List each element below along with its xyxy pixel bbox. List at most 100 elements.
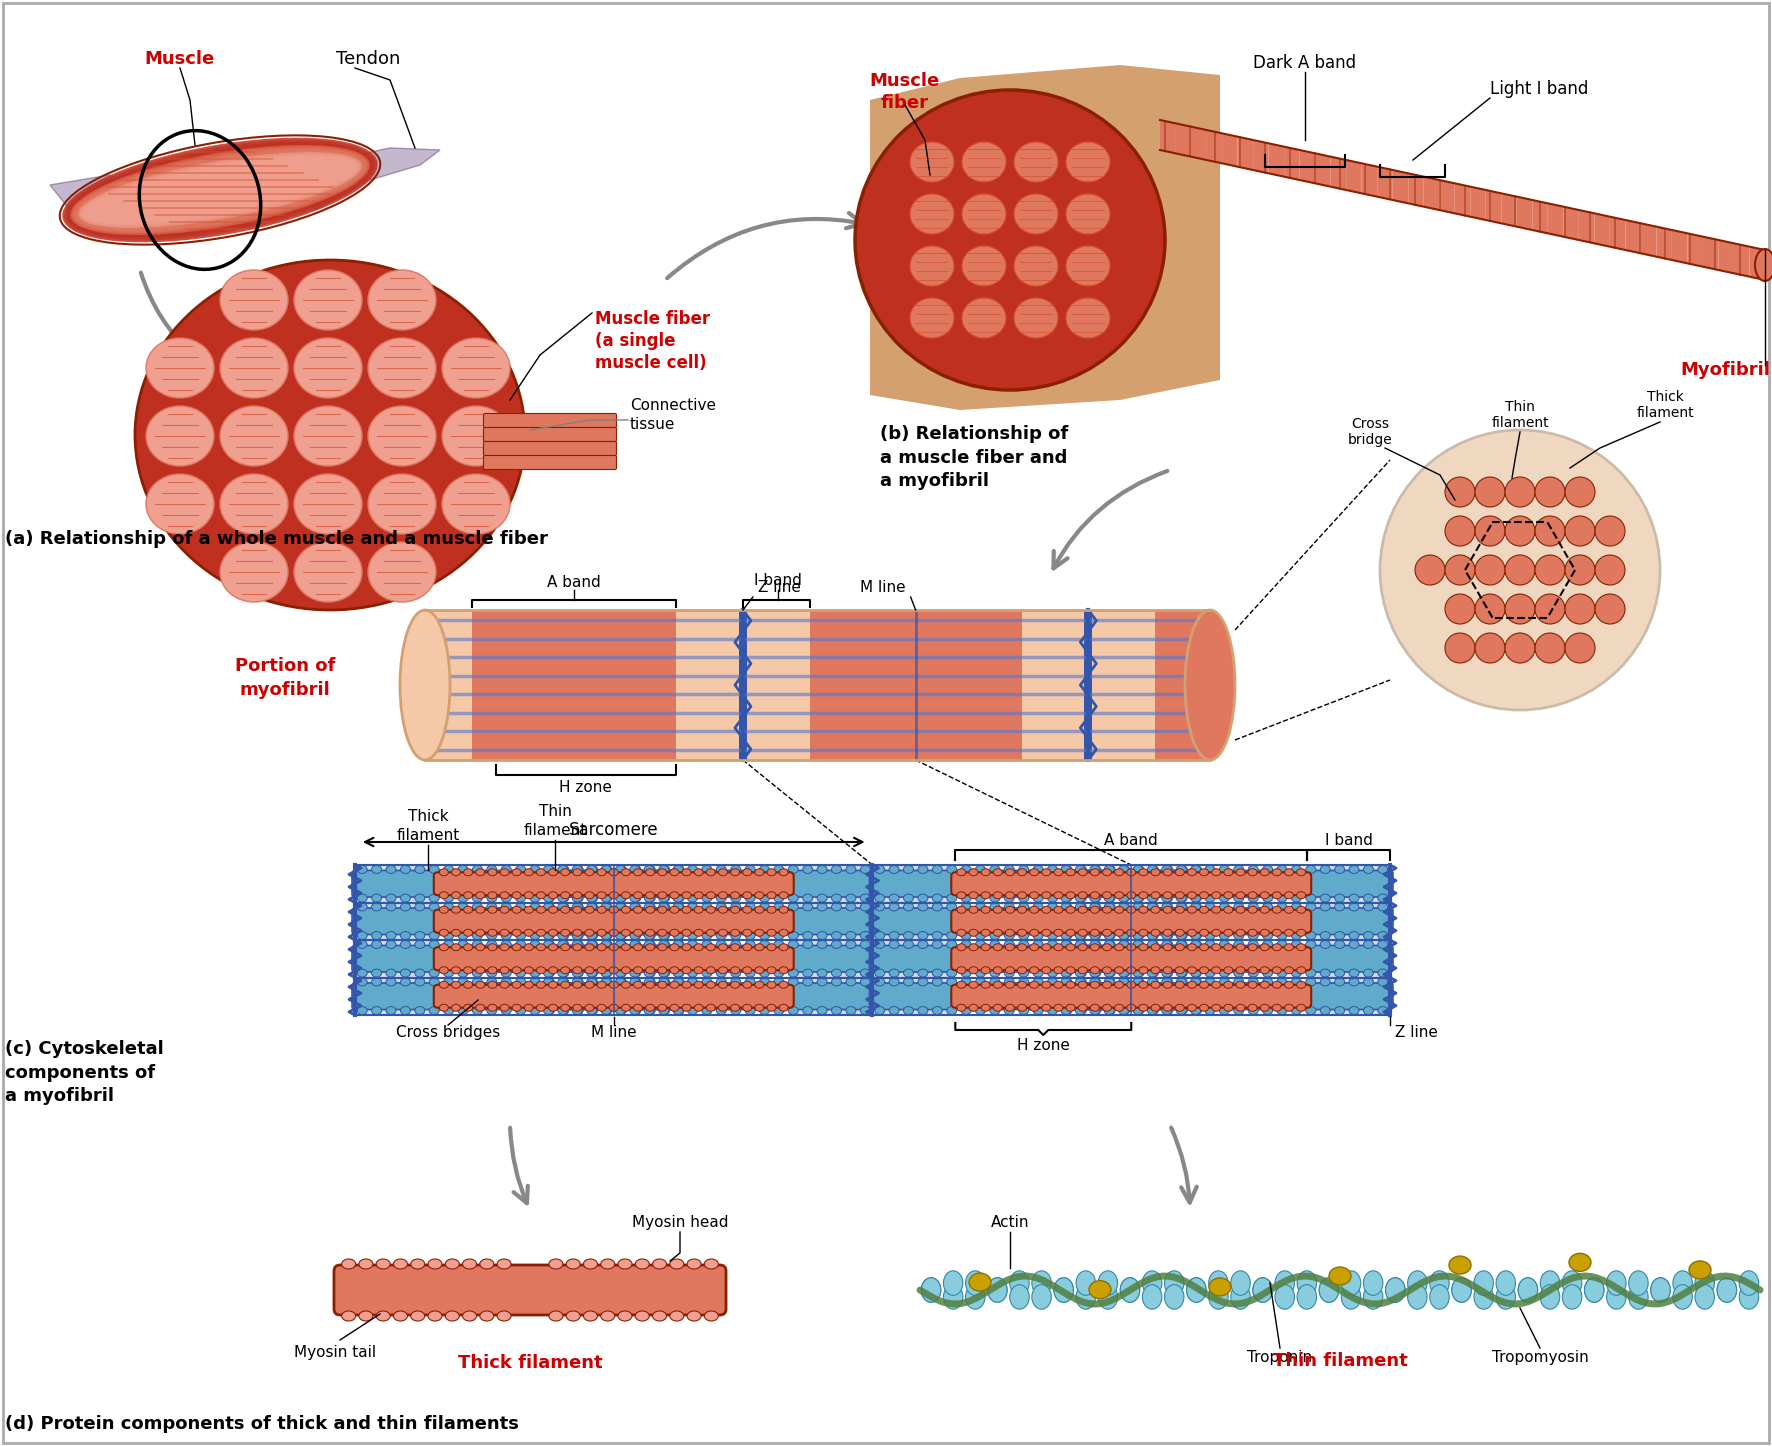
Ellipse shape (429, 931, 439, 940)
Ellipse shape (1177, 866, 1185, 873)
Ellipse shape (516, 931, 526, 940)
Ellipse shape (1334, 940, 1345, 949)
Ellipse shape (859, 894, 870, 902)
Ellipse shape (1005, 940, 1014, 949)
Ellipse shape (512, 869, 521, 876)
Ellipse shape (645, 982, 654, 988)
Ellipse shape (487, 866, 496, 873)
Ellipse shape (1132, 977, 1143, 986)
Ellipse shape (464, 930, 473, 936)
Ellipse shape (1247, 930, 1256, 936)
Ellipse shape (1054, 892, 1063, 899)
Ellipse shape (1540, 1271, 1559, 1296)
Ellipse shape (622, 1005, 631, 1011)
Ellipse shape (1247, 977, 1258, 986)
Ellipse shape (1005, 869, 1014, 876)
Ellipse shape (1076, 1284, 1095, 1309)
Ellipse shape (1363, 1006, 1373, 1015)
Ellipse shape (588, 902, 597, 911)
Ellipse shape (1292, 902, 1301, 911)
Ellipse shape (730, 930, 739, 936)
Ellipse shape (1076, 894, 1086, 902)
Ellipse shape (602, 902, 611, 911)
Ellipse shape (636, 1312, 649, 1322)
Ellipse shape (817, 940, 828, 949)
Ellipse shape (372, 931, 381, 940)
Ellipse shape (634, 1005, 643, 1011)
Ellipse shape (645, 866, 656, 873)
Ellipse shape (1247, 907, 1256, 914)
Ellipse shape (415, 902, 425, 911)
Ellipse shape (1019, 931, 1030, 940)
Ellipse shape (1118, 969, 1129, 977)
Ellipse shape (859, 902, 870, 911)
Ellipse shape (400, 940, 411, 949)
Ellipse shape (597, 1005, 606, 1011)
Ellipse shape (1033, 931, 1044, 940)
Ellipse shape (1148, 902, 1159, 911)
Ellipse shape (670, 892, 679, 899)
Ellipse shape (544, 977, 553, 986)
Ellipse shape (1320, 931, 1331, 940)
Ellipse shape (682, 930, 691, 936)
Ellipse shape (1696, 1271, 1715, 1296)
Ellipse shape (544, 866, 555, 873)
Ellipse shape (558, 931, 567, 940)
Ellipse shape (670, 1005, 679, 1011)
Ellipse shape (1272, 967, 1281, 973)
Ellipse shape (1120, 969, 1129, 977)
Ellipse shape (1278, 894, 1286, 902)
Ellipse shape (1118, 977, 1129, 986)
Ellipse shape (742, 892, 751, 899)
Ellipse shape (760, 866, 769, 873)
Ellipse shape (1504, 555, 1535, 586)
Ellipse shape (875, 866, 884, 873)
Ellipse shape (1019, 902, 1030, 911)
FancyBboxPatch shape (870, 870, 1207, 897)
Ellipse shape (760, 894, 769, 902)
Ellipse shape (859, 940, 870, 949)
Ellipse shape (473, 866, 482, 873)
Ellipse shape (1033, 969, 1044, 977)
Ellipse shape (817, 902, 828, 911)
Ellipse shape (716, 1006, 727, 1015)
Ellipse shape (358, 894, 367, 902)
Ellipse shape (473, 977, 482, 986)
Ellipse shape (755, 892, 764, 899)
Ellipse shape (443, 977, 454, 986)
Ellipse shape (789, 866, 799, 873)
Ellipse shape (587, 940, 597, 949)
Ellipse shape (982, 869, 991, 876)
Ellipse shape (537, 869, 546, 876)
Ellipse shape (1162, 902, 1171, 911)
Text: Thin
filament: Thin filament (523, 804, 587, 839)
Ellipse shape (744, 977, 755, 986)
Ellipse shape (617, 969, 626, 977)
Ellipse shape (774, 902, 783, 911)
Ellipse shape (441, 338, 510, 398)
Polygon shape (1393, 171, 1409, 204)
Ellipse shape (1177, 931, 1185, 940)
Ellipse shape (1120, 977, 1129, 986)
Ellipse shape (730, 967, 739, 973)
Ellipse shape (657, 869, 666, 876)
Ellipse shape (1235, 967, 1246, 973)
Ellipse shape (585, 892, 594, 899)
Ellipse shape (1148, 902, 1157, 911)
Ellipse shape (500, 930, 509, 936)
Ellipse shape (429, 902, 439, 911)
Ellipse shape (657, 1005, 666, 1011)
Ellipse shape (659, 866, 668, 873)
Ellipse shape (464, 944, 473, 951)
Ellipse shape (372, 940, 381, 949)
Ellipse shape (572, 866, 583, 873)
Ellipse shape (1148, 969, 1157, 977)
Ellipse shape (1134, 977, 1145, 986)
Ellipse shape (1233, 1006, 1244, 1015)
Polygon shape (1749, 247, 1765, 281)
Ellipse shape (960, 931, 971, 940)
Ellipse shape (845, 902, 856, 911)
Ellipse shape (774, 969, 783, 977)
Ellipse shape (645, 1006, 654, 1015)
Ellipse shape (716, 902, 727, 911)
